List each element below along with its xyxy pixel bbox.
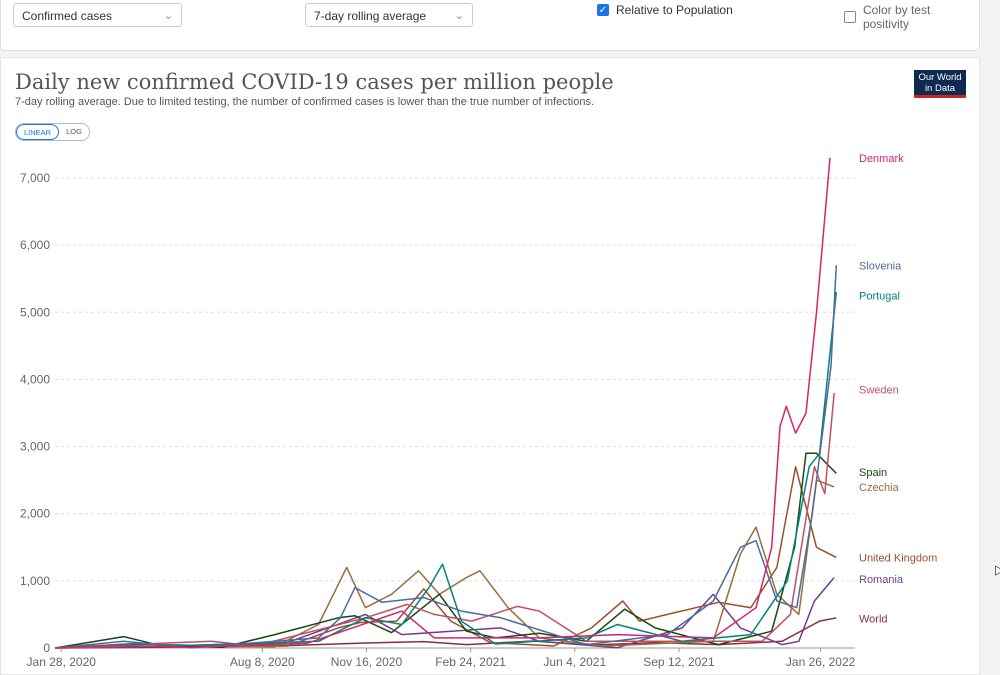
- series-line-slovenia: [54, 265, 838, 649]
- owid-logo[interactable]: Our World in Data: [914, 70, 966, 98]
- series-end-label: Romania: [859, 574, 904, 586]
- series-line-portugal: [54, 292, 838, 649]
- scale-log-button[interactable]: LOG: [66, 127, 82, 136]
- x-tick-label: Jan 28, 2020: [27, 655, 97, 669]
- controls-bar: Confirmed cases ⌄ 7-day rolling average …: [0, 0, 980, 51]
- x-tick-label: Jun 4, 2021: [543, 655, 606, 669]
- logo-line-1: Our World: [918, 72, 962, 83]
- series-line-spain: [54, 452, 837, 649]
- x-tick-label: Feb 24, 2021: [435, 655, 506, 669]
- y-tick-label: 7,000: [20, 171, 50, 185]
- x-tick-label: Sep 12, 2021: [643, 655, 715, 669]
- color-by-positivity-label: Color by test positivity: [862, 3, 931, 31]
- chart-title: Daily new confirmed COVID-19 cases per m…: [15, 70, 614, 94]
- metric-select-value: Confirmed cases: [22, 9, 113, 23]
- y-tick-label: 6,000: [20, 238, 50, 252]
- y-tick-label: 5,000: [20, 305, 50, 319]
- series-end-label: Czechia: [859, 482, 900, 494]
- x-tick-label: Jan 26, 2022: [786, 655, 856, 669]
- chart-card: [0, 57, 980, 675]
- checkbox-checked-icon: ✓: [597, 4, 609, 16]
- relative-to-population-label: Relative to Population: [616, 3, 733, 17]
- x-tick-label: Aug 8, 2020: [230, 655, 295, 669]
- y-tick-label: 4,000: [20, 372, 50, 386]
- chevron-down-icon: ⌄: [454, 10, 464, 22]
- series-end-label: Sweden: [859, 385, 899, 397]
- y-tick-label: 1,000: [20, 574, 50, 588]
- series-line-sweden: [54, 392, 835, 649]
- series-end-label: United Kingdom: [859, 552, 937, 564]
- series-end-label: World: [859, 613, 888, 625]
- relative-to-population-checkbox[interactable]: ✓ Relative to Population: [597, 3, 733, 17]
- chart-subtitle: 7-day rolling average. Due to limited te…: [15, 96, 595, 108]
- interval-select-value: 7-day rolling average: [314, 9, 427, 23]
- series-line-united-kingdom: [54, 465, 837, 649]
- metric-select[interactable]: Confirmed cases ⌄: [13, 3, 182, 27]
- scale-toggle: LINEAR LOG: [15, 123, 90, 141]
- series-end-label: Denmark: [859, 153, 904, 165]
- series-end-label: Portugal: [859, 291, 900, 303]
- series-line-czechia: [54, 479, 835, 649]
- y-tick-label: 3,000: [20, 440, 50, 454]
- y-tick-label: 2,000: [20, 507, 50, 521]
- cursor-icon: ▷: [995, 562, 1000, 578]
- series-end-label: Slovenia: [859, 260, 902, 272]
- checkbox-unchecked-icon: [844, 11, 856, 23]
- color-by-positivity-checkbox[interactable]: Color by test positivity: [844, 3, 979, 31]
- chevron-down-icon: ⌄: [163, 10, 173, 22]
- interval-select[interactable]: 7-day rolling average ⌄: [305, 3, 473, 27]
- series-end-label: Spain: [859, 467, 887, 479]
- scale-linear-button[interactable]: LINEAR: [16, 124, 60, 140]
- series-line-denmark: [54, 157, 831, 649]
- logo-line-2: in Data: [924, 83, 956, 94]
- x-tick-label: Nov 16, 2020: [331, 655, 403, 669]
- y-tick-label: 0: [43, 641, 50, 655]
